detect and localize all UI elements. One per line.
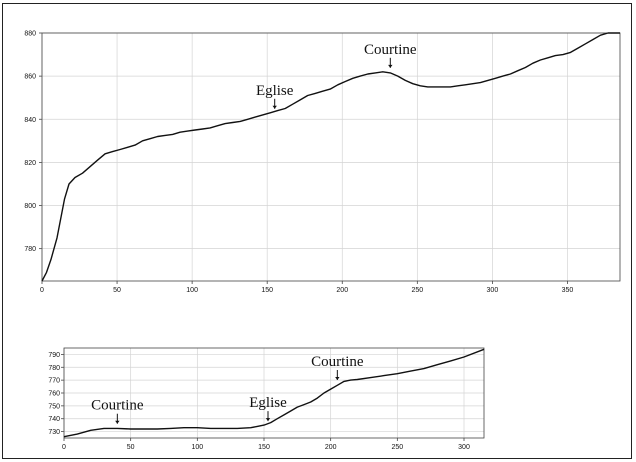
elevation-line	[41, 32, 620, 282]
x-tick-label: 300	[487, 287, 499, 294]
y-tick-label: 760	[48, 391, 60, 398]
x-tick-label: 50	[113, 287, 121, 294]
y-tick-label: 790	[48, 352, 60, 359]
x-tick-label: 100	[191, 444, 203, 451]
y-tick-label: 750	[48, 403, 60, 410]
elevation-line	[63, 348, 485, 438]
x-tick-label: 350	[562, 287, 574, 294]
y-tick-label: 780	[24, 246, 36, 253]
annotation-arrowhead	[265, 418, 271, 422]
y-tick-label: 840	[24, 117, 36, 124]
x-tick-label: 250	[391, 444, 403, 451]
x-tick-label: 150	[261, 287, 273, 294]
x-tick-label: 300	[458, 444, 470, 451]
y-tick-label: 780	[48, 365, 60, 372]
chart-2: 730 740 750 760 770 780 790 0 50 100 150 200 250 300 C…	[48, 347, 485, 451]
annotation-arrowhead	[115, 420, 120, 424]
x-tick-label: 150	[258, 444, 270, 451]
x-tick-label: 200	[336, 287, 348, 294]
x-tick-label: 200	[325, 444, 337, 451]
y-tick-label: 860	[24, 74, 36, 81]
annotation-arrowhead	[388, 64, 393, 68]
x-tick-label: 50	[127, 444, 135, 451]
plot-area	[63, 347, 485, 439]
y-tick-label: 820	[24, 160, 36, 167]
annotation-arrowhead	[272, 105, 277, 109]
annotation-label: Courtine	[311, 354, 364, 370]
y-tick-label: 770	[48, 378, 60, 385]
figure-frame	[2, 3, 632, 459]
y-tick-label: 880	[24, 31, 36, 38]
x-tick-label: 100	[186, 287, 198, 294]
annotation-label: Courtine	[91, 398, 144, 414]
plot-area	[41, 32, 621, 282]
x-tick-label: 0	[62, 444, 66, 451]
annotation-arrowhead	[335, 377, 340, 380]
annotation-label: Eglise	[256, 83, 294, 99]
x-tick-label: 0	[40, 287, 44, 294]
y-tick-label: 730	[48, 429, 60, 436]
annotation-label: Eglise	[249, 395, 287, 411]
chart-1: 780 800 820 840 860 880 0 50 100 150 200 250 300 350 E…	[24, 31, 621, 294]
x-tick-label: 250	[411, 287, 423, 294]
y-tick-label: 800	[24, 203, 36, 210]
annotation-label: Courtine	[364, 42, 417, 58]
y-tick-label: 740	[48, 416, 60, 423]
